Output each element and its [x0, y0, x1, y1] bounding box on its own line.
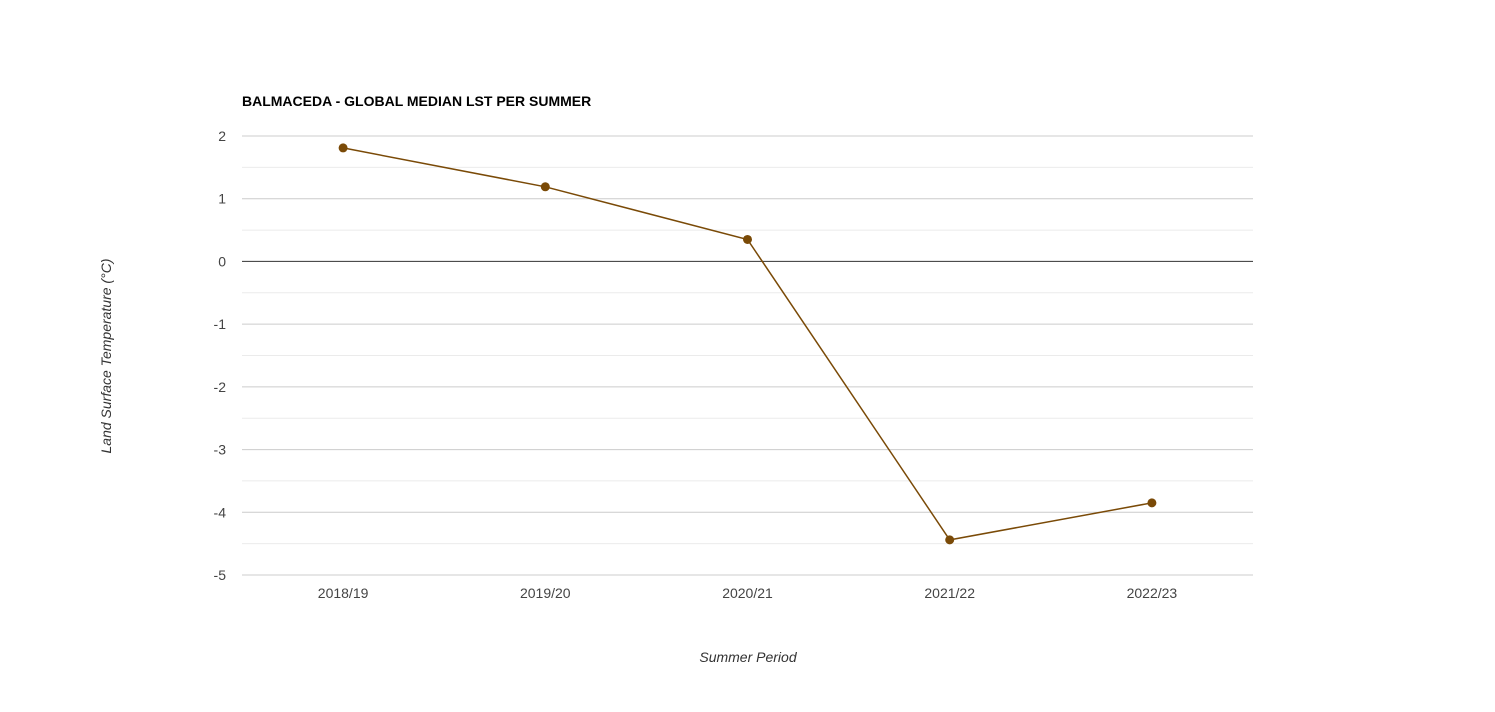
series-layer [338, 143, 1157, 545]
x-tick-label: 2018/19 [318, 585, 369, 601]
y-tick-label: 1 [218, 191, 226, 207]
x-tick-label: 2020/21 [722, 585, 773, 601]
x-tick-label: 2019/20 [520, 585, 571, 601]
y-tick-label: 0 [218, 253, 226, 269]
y-axis-title: Land Surface Temperature (°C) [98, 259, 114, 454]
y-tick-label: -4 [214, 504, 227, 520]
x-tick-label: 2021/22 [924, 585, 975, 601]
y-tick-labels: 2 1 0 -1 -2 -3 -4 -5 [214, 128, 227, 583]
x-tick-label: 2022/23 [1127, 585, 1178, 601]
y-tick-label: -1 [214, 316, 227, 332]
data-point[interactable] [1147, 498, 1157, 508]
gridlines [242, 135, 1253, 576]
y-tick-label: -2 [214, 379, 227, 395]
data-point[interactable] [338, 143, 348, 153]
y-tick-label: -5 [214, 567, 227, 583]
x-axis-title: Summer Period [699, 649, 797, 665]
data-point[interactable] [743, 234, 752, 244]
chart-title: BALMACEDA - GLOBAL MEDIAN LST PER SUMMER [242, 93, 591, 109]
y-tick-label: -3 [214, 442, 227, 458]
y-tick-label: 2 [218, 128, 226, 144]
data-point[interactable] [945, 535, 955, 545]
x-tick-labels: 2018/19 2019/20 2020/21 2021/22 2022/23 [318, 585, 1178, 601]
data-point[interactable] [540, 182, 550, 192]
